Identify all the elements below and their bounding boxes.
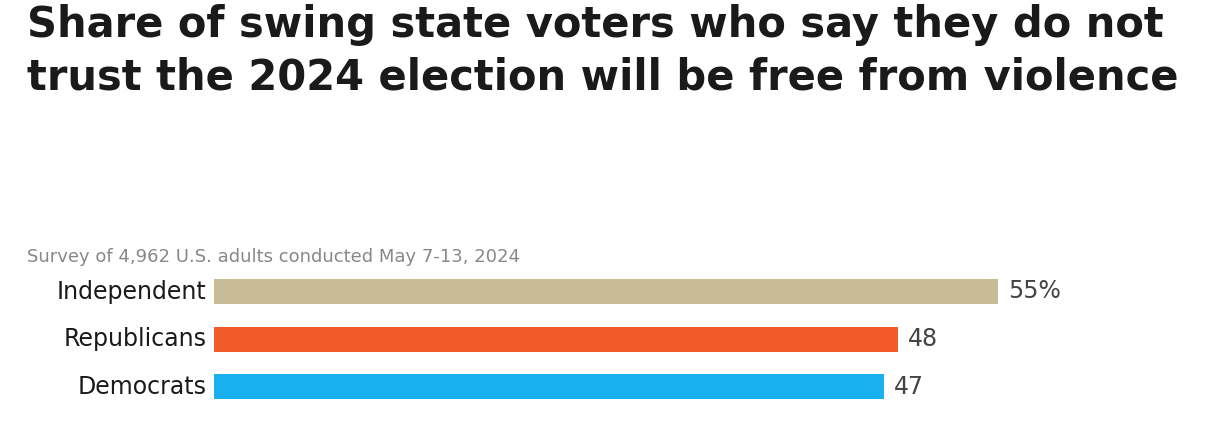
Text: Democrats: Democrats: [77, 375, 206, 399]
Text: 48: 48: [908, 327, 938, 351]
Bar: [214, 279, 998, 304]
Text: 55%: 55%: [1008, 279, 1061, 304]
Text: Survey of 4,962 U.S. adults conducted May 7-13, 2024: Survey of 4,962 U.S. adults conducted Ma…: [27, 248, 520, 266]
Text: 47: 47: [894, 375, 924, 399]
Text: Share of swing state voters who say they do not
trust the 2024 election will be : Share of swing state voters who say they…: [27, 4, 1179, 98]
Bar: [214, 327, 898, 351]
Text: Independent: Independent: [56, 279, 206, 304]
Text: Republicans: Republicans: [63, 327, 206, 351]
Bar: [214, 374, 884, 399]
